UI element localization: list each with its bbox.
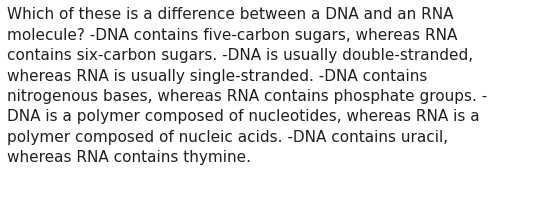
Text: Which of these is a difference between a DNA and an RNA
molecule? -DNA contains : Which of these is a difference between a… [7,7,488,165]
